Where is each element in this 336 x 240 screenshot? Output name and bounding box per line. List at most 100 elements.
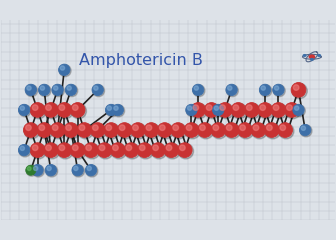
Circle shape bbox=[26, 166, 37, 176]
Circle shape bbox=[292, 83, 307, 99]
Circle shape bbox=[119, 125, 125, 131]
Circle shape bbox=[153, 145, 158, 150]
Circle shape bbox=[130, 123, 145, 137]
Circle shape bbox=[85, 164, 97, 176]
Circle shape bbox=[19, 105, 31, 117]
Circle shape bbox=[192, 103, 207, 119]
Circle shape bbox=[280, 125, 286, 131]
Circle shape bbox=[99, 145, 105, 150]
Circle shape bbox=[93, 85, 104, 97]
Circle shape bbox=[293, 104, 304, 116]
Circle shape bbox=[24, 123, 40, 139]
Circle shape bbox=[65, 84, 77, 96]
Circle shape bbox=[90, 123, 105, 137]
Circle shape bbox=[273, 85, 285, 97]
Circle shape bbox=[240, 125, 245, 131]
Circle shape bbox=[186, 104, 197, 116]
Circle shape bbox=[125, 144, 140, 159]
Circle shape bbox=[238, 123, 252, 137]
Circle shape bbox=[227, 86, 232, 90]
Circle shape bbox=[186, 105, 198, 117]
Circle shape bbox=[124, 143, 138, 157]
Circle shape bbox=[47, 166, 51, 171]
Circle shape bbox=[97, 143, 112, 157]
Circle shape bbox=[26, 165, 36, 175]
Circle shape bbox=[59, 145, 65, 150]
Circle shape bbox=[104, 123, 119, 137]
Circle shape bbox=[300, 125, 312, 137]
Circle shape bbox=[144, 123, 160, 139]
Circle shape bbox=[113, 145, 118, 150]
Circle shape bbox=[160, 125, 165, 131]
Circle shape bbox=[54, 86, 58, 90]
Circle shape bbox=[27, 167, 31, 170]
Circle shape bbox=[266, 125, 272, 131]
Circle shape bbox=[226, 84, 237, 96]
Circle shape bbox=[84, 143, 98, 157]
Circle shape bbox=[25, 84, 37, 96]
Circle shape bbox=[285, 103, 301, 119]
Circle shape bbox=[87, 166, 91, 171]
Circle shape bbox=[225, 123, 241, 139]
Circle shape bbox=[64, 123, 80, 139]
Circle shape bbox=[264, 123, 279, 137]
Circle shape bbox=[198, 123, 214, 139]
Circle shape bbox=[32, 145, 38, 150]
Circle shape bbox=[37, 123, 51, 137]
Circle shape bbox=[178, 144, 194, 159]
Circle shape bbox=[31, 144, 46, 159]
Circle shape bbox=[205, 103, 220, 119]
Circle shape bbox=[114, 106, 118, 110]
Circle shape bbox=[24, 123, 38, 137]
Circle shape bbox=[34, 166, 38, 171]
Circle shape bbox=[71, 103, 86, 119]
Circle shape bbox=[220, 105, 225, 110]
Circle shape bbox=[233, 105, 239, 110]
Circle shape bbox=[26, 85, 38, 97]
Circle shape bbox=[138, 144, 154, 159]
Circle shape bbox=[91, 123, 107, 139]
Circle shape bbox=[173, 125, 178, 131]
Circle shape bbox=[179, 145, 185, 150]
Circle shape bbox=[238, 123, 254, 139]
Circle shape bbox=[111, 144, 127, 159]
Circle shape bbox=[291, 83, 306, 97]
Circle shape bbox=[106, 105, 118, 117]
Circle shape bbox=[113, 105, 125, 117]
Circle shape bbox=[73, 165, 84, 177]
Circle shape bbox=[212, 123, 227, 139]
Circle shape bbox=[106, 104, 117, 116]
Circle shape bbox=[273, 105, 279, 110]
Circle shape bbox=[273, 84, 284, 96]
Circle shape bbox=[51, 123, 67, 139]
Circle shape bbox=[52, 125, 58, 131]
Circle shape bbox=[213, 105, 225, 117]
Circle shape bbox=[70, 103, 85, 117]
Circle shape bbox=[193, 85, 205, 97]
Circle shape bbox=[224, 123, 239, 137]
Circle shape bbox=[58, 64, 70, 76]
Circle shape bbox=[303, 55, 306, 56]
Circle shape bbox=[74, 166, 78, 171]
Circle shape bbox=[293, 105, 305, 117]
Circle shape bbox=[39, 125, 45, 131]
Circle shape bbox=[310, 59, 313, 60]
Circle shape bbox=[106, 125, 112, 131]
Circle shape bbox=[245, 103, 260, 119]
Circle shape bbox=[66, 125, 72, 131]
Circle shape bbox=[271, 103, 286, 117]
Circle shape bbox=[185, 123, 200, 139]
Circle shape bbox=[194, 86, 199, 90]
Circle shape bbox=[39, 84, 50, 96]
Circle shape bbox=[278, 123, 292, 137]
Circle shape bbox=[44, 103, 60, 119]
Circle shape bbox=[261, 86, 265, 90]
Circle shape bbox=[133, 125, 138, 131]
Circle shape bbox=[244, 103, 259, 117]
Circle shape bbox=[287, 105, 292, 110]
Circle shape bbox=[73, 145, 78, 150]
Circle shape bbox=[58, 144, 73, 159]
Circle shape bbox=[46, 165, 58, 177]
Circle shape bbox=[265, 123, 281, 139]
Circle shape bbox=[39, 85, 51, 97]
